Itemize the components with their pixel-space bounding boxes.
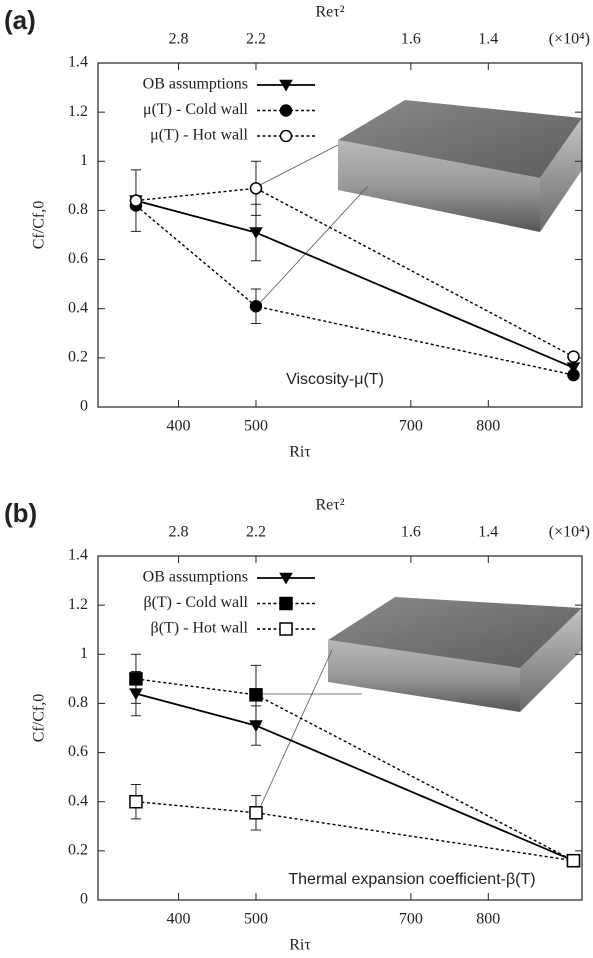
legend-label: μ(T) - Hot wall (150, 127, 248, 144)
marker (249, 227, 263, 240)
x-tick-label: 700 (399, 418, 423, 435)
x2-tick-label: 1.4 (478, 31, 498, 48)
y-tick-label: 0.8 (68, 694, 88, 711)
x-tick-label: 800 (476, 911, 500, 928)
series-line (135, 801, 574, 862)
y-tick-label: 0.6 (68, 743, 88, 760)
inset-a (257, 100, 582, 306)
legend-marker (279, 104, 293, 117)
marker (567, 368, 580, 382)
y-tick-label: 1.4 (68, 547, 88, 564)
legend-label: β(T) - Cold wall (143, 594, 248, 611)
marker (129, 794, 143, 809)
y-tick-label: 0 (80, 398, 88, 415)
x2-tick-label: 1.6 (401, 524, 421, 541)
y-tick-label: 1.2 (68, 103, 88, 120)
marker (566, 853, 581, 868)
x2-tick-label: 2.2 (246, 524, 266, 541)
series-line (135, 692, 574, 862)
marker (129, 194, 143, 207)
legend-marker (279, 622, 293, 636)
y-axis-label: Cf/Cf,0 (31, 694, 48, 742)
x2-tick-label: 2.8 (169, 524, 189, 541)
x2-multiplier: (×10⁴) (549, 31, 590, 48)
x2-tick-label: 1.6 (401, 31, 421, 48)
x-tick-label: 400 (167, 911, 191, 928)
marker (249, 806, 263, 820)
legend-marker (279, 79, 293, 92)
x-axis-label: Riτ (289, 937, 311, 954)
panel-label: (a) (4, 5, 36, 35)
panel-label: (b) (4, 498, 37, 528)
x-tick-label: 800 (476, 418, 500, 435)
marker (249, 720, 263, 733)
y-tick-label: 0 (80, 891, 88, 908)
marker (567, 350, 580, 363)
annotation: Thermal expansion coefficient-β(T) (288, 871, 535, 888)
marker (566, 362, 581, 375)
legend-marker (279, 129, 293, 143)
y-tick-label: 1.4 (68, 54, 88, 71)
x-tick-label: 400 (167, 418, 191, 435)
series-line (135, 204, 574, 376)
marker (249, 688, 263, 702)
plot-frame (97, 62, 583, 408)
legend-label: μ(T) - Cold wall (143, 101, 249, 118)
y-tick-label: 0.2 (68, 842, 88, 859)
inset-b (257, 597, 582, 813)
x2-tick-label: 2.2 (246, 31, 266, 48)
series-line (135, 187, 574, 358)
plot-frame (97, 555, 583, 901)
x2-tick-label: 1.4 (478, 524, 498, 541)
marker (129, 672, 143, 686)
y-tick-label: 0.8 (68, 201, 88, 218)
y-tick-label: 0.6 (68, 250, 88, 267)
series-line (135, 199, 574, 369)
y-tick-label: 1.2 (68, 596, 88, 613)
y-tick-label: 0.4 (68, 299, 88, 316)
y-axis-label: Cf/Cf,0 (31, 201, 48, 249)
marker (129, 688, 143, 701)
x-axis-label: Riτ (289, 444, 311, 461)
legend-label: β(T) - Hot wall (151, 620, 249, 637)
x2-tick-label: 2.8 (169, 31, 189, 48)
marker (249, 182, 263, 195)
x2-axis-label: Reτ² (316, 4, 345, 21)
x2-axis-label: Reτ² (316, 497, 345, 514)
legend-marker (279, 572, 293, 585)
y-tick-label: 1 (80, 645, 88, 662)
annotation: Viscosity-μ(T) (286, 371, 384, 388)
x-tick-label: 500 (244, 418, 268, 435)
x-tick-label: 500 (244, 911, 268, 928)
x-tick-label: 700 (399, 911, 423, 928)
y-tick-label: 0.2 (68, 349, 88, 366)
y-tick-label: 1 (80, 152, 88, 169)
y-tick-label: 0.4 (68, 792, 88, 809)
legend-label: OB assumptions (143, 76, 248, 93)
legend-label: OB assumptions (143, 569, 248, 586)
legend-marker (279, 596, 293, 611)
marker (249, 300, 263, 313)
x2-multiplier: (×10⁴) (549, 524, 590, 541)
